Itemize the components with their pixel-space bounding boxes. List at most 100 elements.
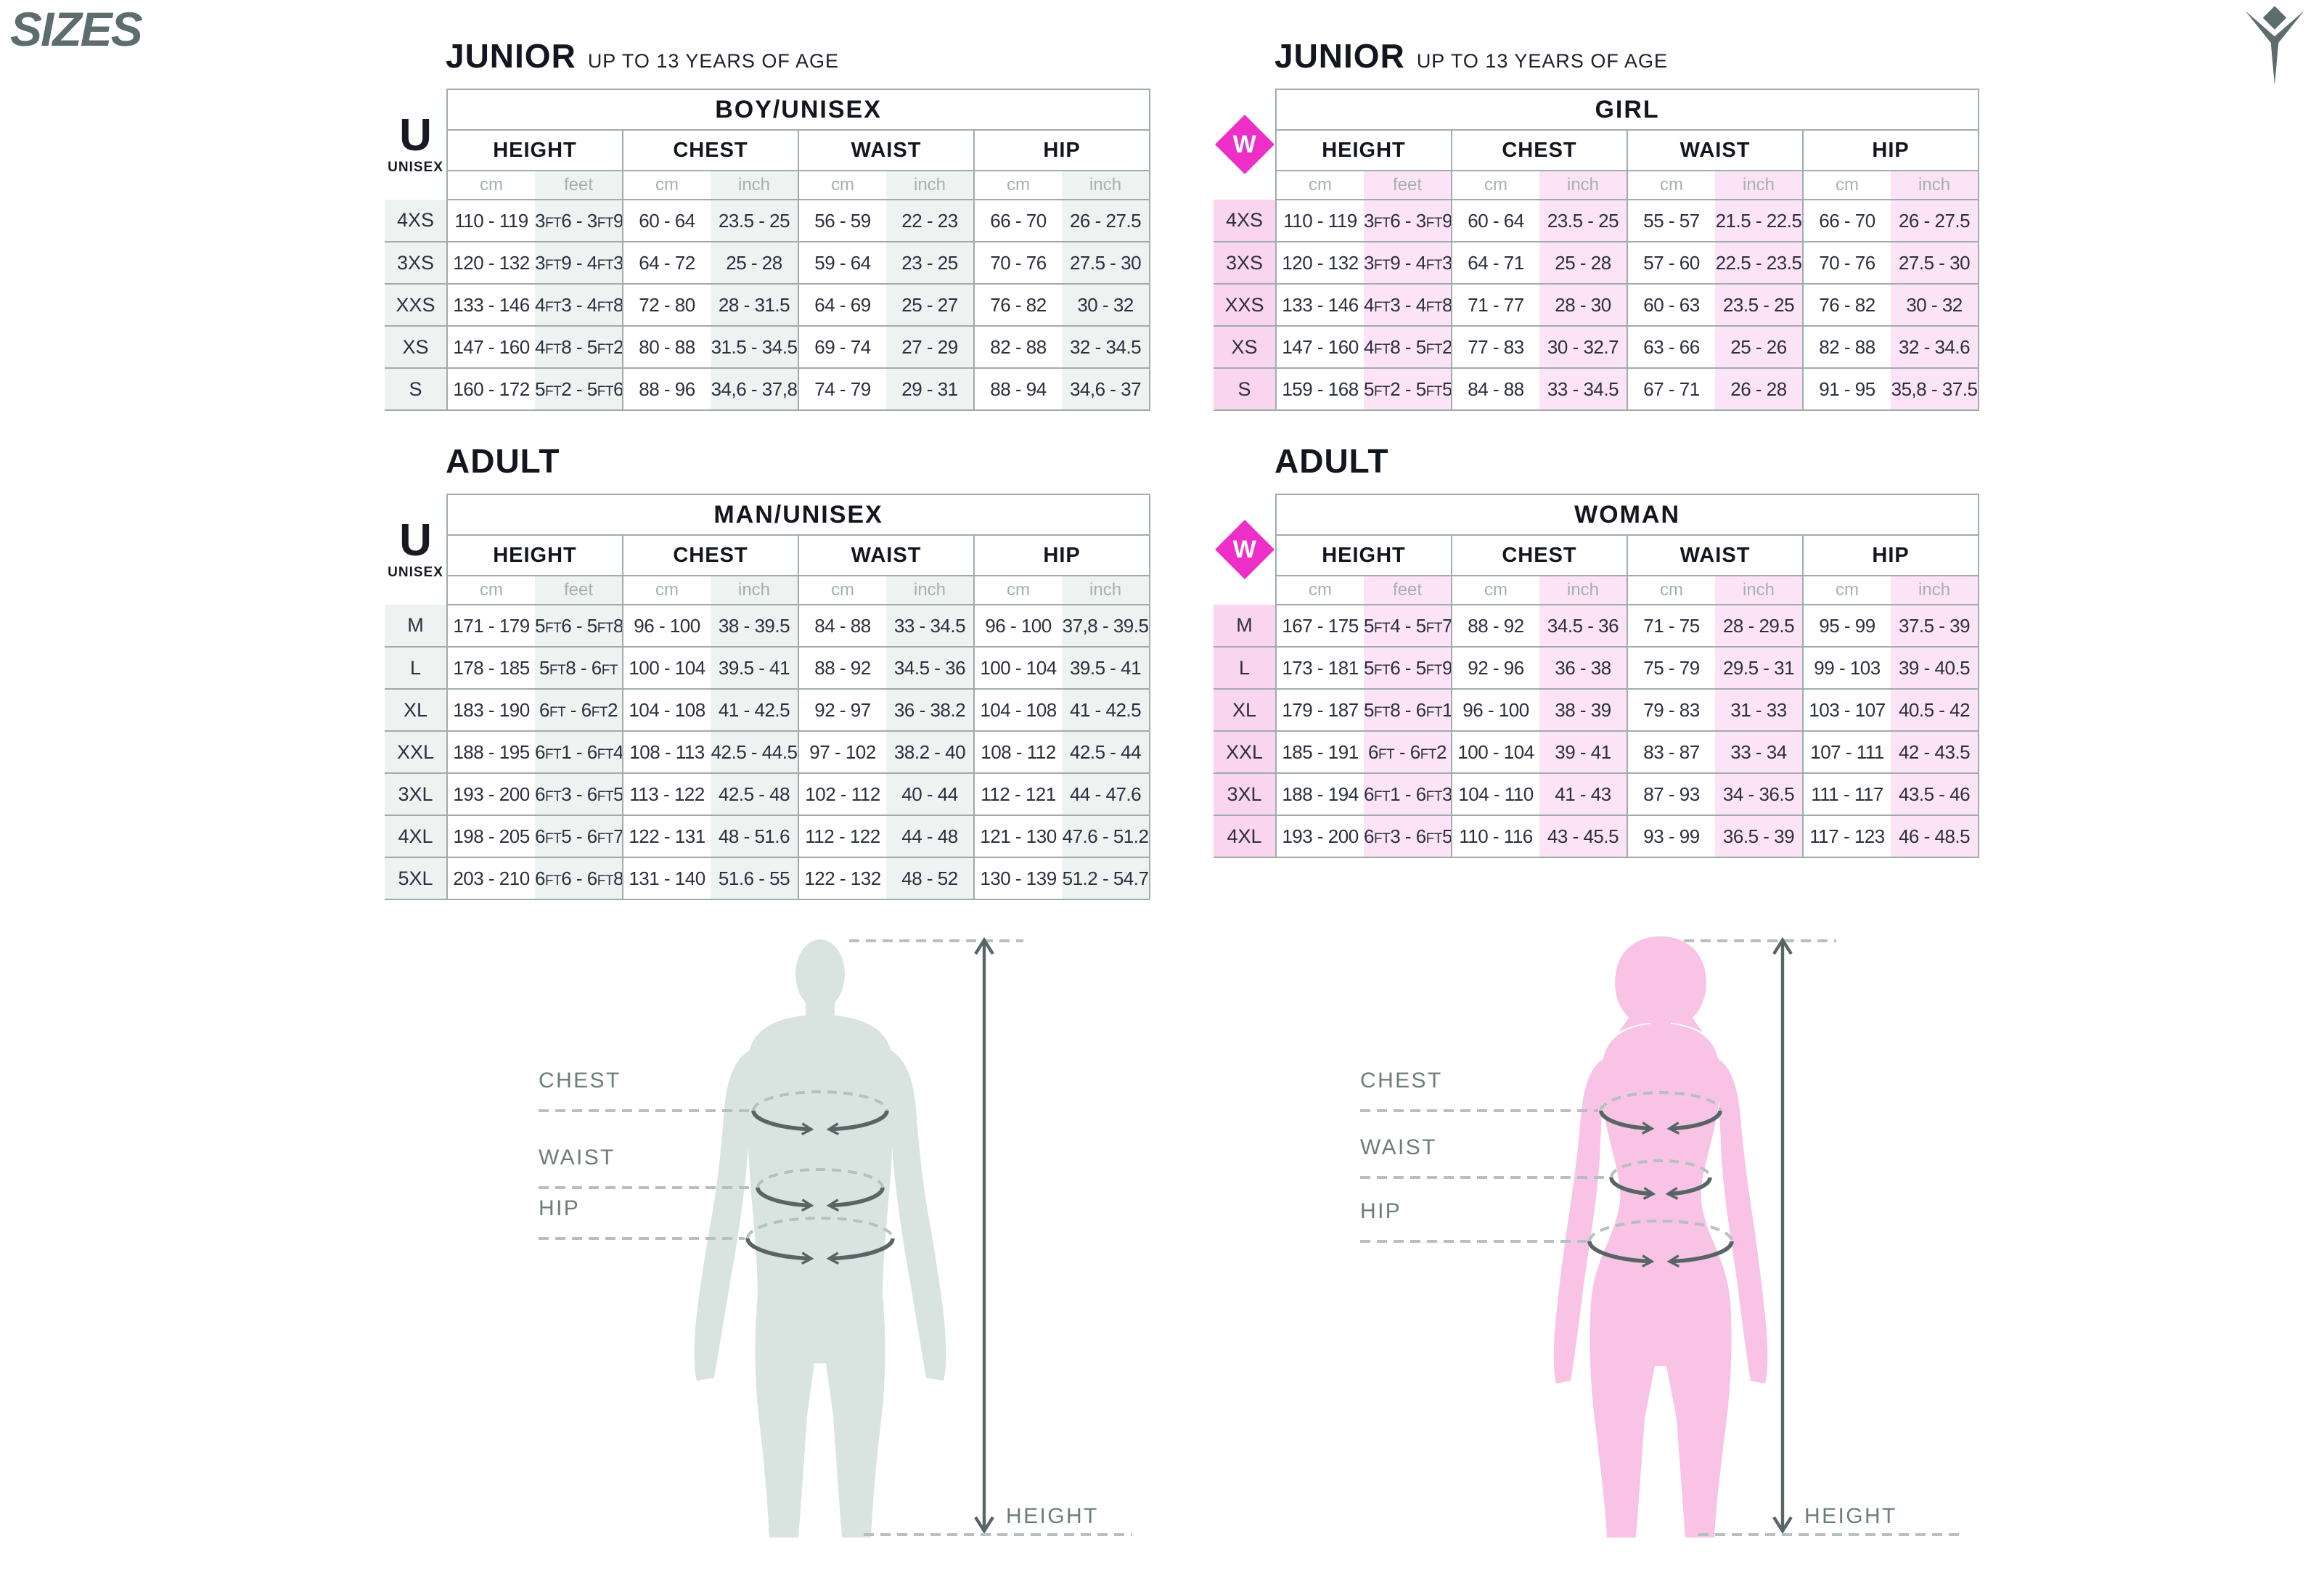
value-cell: 25 - 28 <box>711 242 798 285</box>
table-row: S 160 - 172 5FT2 - 5FT6 88 - 96 34,6 - 37,8 7… <box>385 368 1151 411</box>
value-cell: 96 - 100 <box>622 605 711 648</box>
value-cell: 32 - 34.5 <box>1062 326 1151 369</box>
table-row: 3XL 193 - 200 6FT3 - 6FT5 113 - 122 42.5 - 4… <box>385 773 1151 816</box>
value-cell: 63 - 66 <box>1627 326 1715 369</box>
unit-label: inch <box>886 575 974 605</box>
value-cell: 70 - 76 <box>973 242 1062 285</box>
value-cell: 6FT - 6FT2 <box>535 689 623 732</box>
woman-logo: W <box>1214 114 1275 175</box>
value-cell: 83 - 87 <box>1627 731 1715 774</box>
waist-measure-arrow <box>1609 1159 1712 1194</box>
table-row: XS 147 - 160 4FT8 - 5FT2 77 - 83 30 - 32.7 63… <box>1214 326 1980 369</box>
woman-logo: W <box>1214 519 1275 580</box>
hip-label: HIP <box>539 1196 580 1220</box>
value-cell: 39 - 41 <box>1539 731 1627 774</box>
value-cell: 84 - 88 <box>1451 368 1539 411</box>
adult-woman-table-host: W WOMAN HEIGHT CHEST WAIST HIP cm feet cm inch cm… <box>1214 494 1980 858</box>
unisex-u-icon: U <box>399 515 432 566</box>
value-cell: 178 - 185 <box>446 647 535 690</box>
value-cell: 60 - 63 <box>1627 284 1715 327</box>
value-cell: 27.5 - 30 <box>1062 242 1151 285</box>
table-title: BOY/UNISEX <box>446 89 1151 131</box>
value-cell: 95 - 99 <box>1802 605 1891 648</box>
value-cell: 64 - 72 <box>622 242 711 285</box>
value-cell: 3FT6 - 3FT9 <box>1364 200 1452 242</box>
value-cell: 21.5 - 22.5 <box>1715 200 1803 242</box>
unit-label: inch <box>1539 170 1627 200</box>
value-cell: 104 - 110 <box>1451 773 1539 816</box>
size-label: 3XS <box>1214 242 1276 285</box>
unit-label: cm <box>622 170 711 200</box>
value-cell: 76 - 82 <box>973 284 1062 327</box>
unit-label: inch <box>1891 170 1980 200</box>
value-cell: 88 - 92 <box>798 647 886 690</box>
unit-label: cm <box>446 575 535 605</box>
waist-label: WAIST <box>539 1146 615 1169</box>
size-label: XXL <box>1214 731 1276 774</box>
heading-age-note: UP TO 13 YEARS OF AGE <box>1416 50 1668 72</box>
value-cell: 40 - 44 <box>886 773 974 816</box>
value-cell: 91 - 95 <box>1802 368 1891 411</box>
size-label: 3XL <box>1214 773 1276 816</box>
value-cell: 6FT1 - 6FT3 <box>1364 773 1452 816</box>
value-cell: 28 - 30 <box>1539 284 1627 327</box>
value-cell: 34,6 - 37,8 <box>711 368 798 411</box>
value-cell: 193 - 200 <box>446 773 535 816</box>
column-header: HIP <box>1801 129 1980 171</box>
value-cell: 6FT3 - 6FT5 <box>535 773 623 816</box>
value-cell: 23.5 - 25 <box>1539 200 1627 242</box>
female-figure: CHEST WAIST HIP <box>1360 936 1964 1538</box>
value-cell: 76 - 82 <box>1802 284 1891 327</box>
brand-logo-icon <box>2245 6 2304 86</box>
value-cell: 188 - 195 <box>446 731 535 774</box>
value-cell: 43.5 - 46 <box>1891 773 1980 816</box>
value-cell: 44 - 47.6 <box>1062 773 1151 816</box>
value-cell: 133 - 146 <box>1275 284 1364 327</box>
unit-label: inch <box>1062 170 1151 200</box>
size-label: XXS <box>385 284 447 327</box>
hip-label: HIP <box>1360 1199 1402 1223</box>
value-cell: 92 - 97 <box>798 689 886 732</box>
size-table: U UNISEX MAN/UNISEX HEIGHT CHEST WAIST HIP cm… <box>385 494 1151 900</box>
size-label: L <box>385 647 447 690</box>
value-cell: 37.5 - 39 <box>1891 605 1980 648</box>
size-label: XL <box>385 689 447 732</box>
value-cell: 30 - 32 <box>1891 284 1980 327</box>
unit-label: cm <box>798 575 886 605</box>
size-label: XL <box>1214 689 1276 732</box>
column-header: WAIST <box>798 129 975 171</box>
value-cell: 51.2 - 54.7 <box>1062 857 1151 900</box>
value-cell: 55 - 57 <box>1627 200 1715 242</box>
value-cell: 30 - 32.7 <box>1539 326 1627 369</box>
height-arrow-down-icon <box>1772 1516 1793 1535</box>
size-label: 3XS <box>385 242 447 285</box>
value-cell: 5FT6 - 5FT8 <box>535 605 623 648</box>
table-title: WOMAN <box>1274 494 1980 536</box>
value-cell: 36 - 38.2 <box>886 689 974 732</box>
value-cell: 113 - 122 <box>622 773 711 816</box>
table-row: L 178 - 185 5FT8 - 6FT 100 - 104 39.5 - 41 88… <box>385 647 1151 690</box>
unit-label: cm <box>973 170 1062 200</box>
value-cell: 34,6 - 37 <box>1062 368 1151 411</box>
value-cell: 3FT9 - 4FT3 <box>1364 242 1452 285</box>
value-cell: 26 - 27.5 <box>1062 200 1151 242</box>
value-cell: 33 - 34.5 <box>1539 368 1627 411</box>
value-cell: 41 - 42.5 <box>1062 689 1151 732</box>
value-cell: 42.5 - 44 <box>1062 731 1151 774</box>
table-corner: W <box>1214 494 1276 605</box>
heading-age-note: UP TO 13 YEARS OF AGE <box>587 50 839 72</box>
hip-measure-arrow <box>1587 1220 1734 1262</box>
table-row: XXS 133 - 146 4FT3 - 4FT8 72 - 80 28 - 31.5 6… <box>385 284 1151 327</box>
section-heading: ADULT <box>1274 441 1979 480</box>
unisex-label: UNISEX <box>388 160 443 175</box>
value-cell: 92 - 96 <box>1451 647 1539 690</box>
value-cell: 28 - 31.5 <box>711 284 798 327</box>
value-cell: 23.5 - 25 <box>711 200 798 242</box>
value-cell: 70 - 76 <box>1802 242 1891 285</box>
value-cell: 42.5 - 44.5 <box>711 731 798 774</box>
value-cell: 59 - 64 <box>798 242 886 285</box>
table-row: XXS 133 - 146 4FT3 - 4FT8 71 - 77 28 - 30 60 … <box>1214 284 1980 327</box>
value-cell: 6FT6 - 6FT8 <box>535 857 623 900</box>
unit-label: cm <box>1275 170 1364 200</box>
unit-label: inch <box>1715 575 1803 605</box>
